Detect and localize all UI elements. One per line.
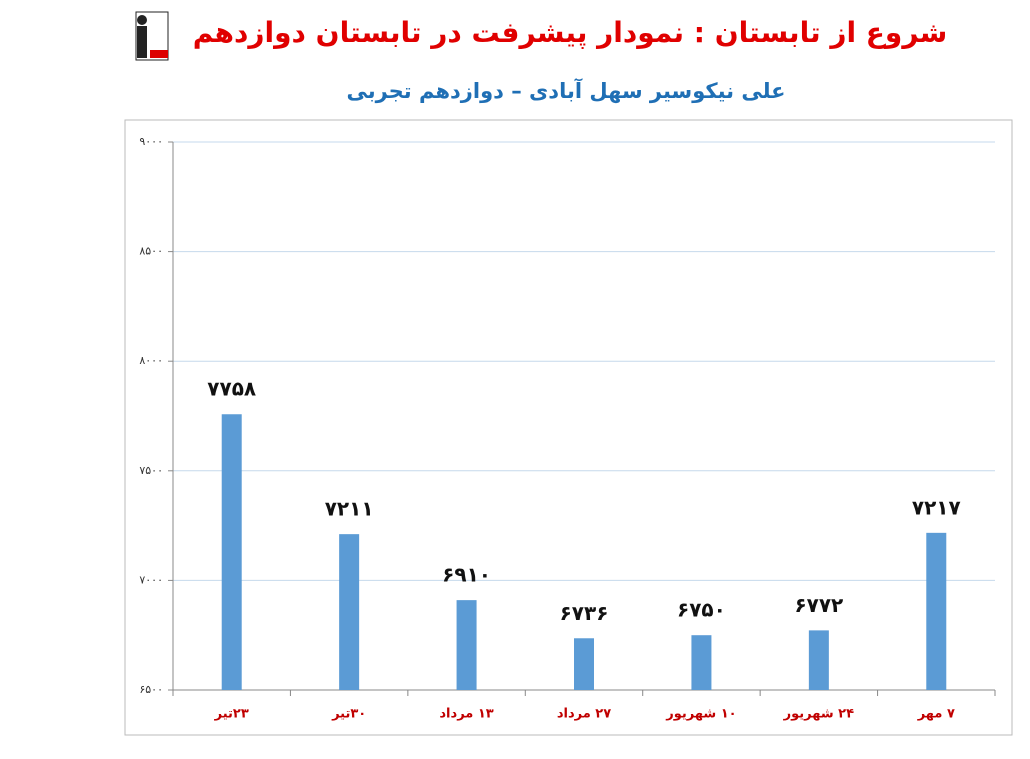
bar [808,630,829,690]
x-tick-label: ۱۳ مرداد [439,707,493,722]
x-tick-label: ۲۷ مرداد [557,707,611,722]
data-label: ۶۹۱۰ [442,563,491,587]
bar [691,635,712,690]
x-tick-label: ۱۰ شهریور [665,707,736,722]
data-label: ۶۷۵۰ [677,598,726,622]
data-label: ۶۷۳۶ [560,601,609,625]
bar [221,414,242,690]
bar [926,532,947,690]
data-label: ۷۷۵۸ [207,377,256,401]
x-tick-label: ۲۳تیر [214,707,249,722]
y-tick-label: ۸۰۰۰ [139,354,163,367]
data-label: ۷۲۱۷ [912,495,961,519]
y-tick-label: ۷۵۰۰ [139,464,163,477]
y-tick-label: ۹۰۰۰ [139,135,163,148]
bar [339,534,360,690]
data-label: ۷۲۱۱ [325,497,374,521]
y-tick-label: ۷۰۰۰ [139,573,163,586]
chart-frame [124,119,1013,736]
bar [456,600,477,690]
x-tick-label: ۳۰تیر [331,707,366,722]
y-tick-label: ۸۵۰۰ [139,245,163,258]
data-label: ۶۷۷۲ [794,593,843,617]
logo [135,11,169,61]
chart-title: شروع از تابستان : نمودار پیشرفت در تابست… [193,16,948,49]
x-tick-label: ۷ مهر [917,707,955,722]
x-tick-label: ۲۴ شهریور [783,707,854,722]
y-tick-label: ۶۵۰۰ [139,683,163,696]
bar [574,638,594,690]
chart-subtitle: علی نیکوسیر سهل آبادی – دوازدهم تجربی [346,78,785,103]
